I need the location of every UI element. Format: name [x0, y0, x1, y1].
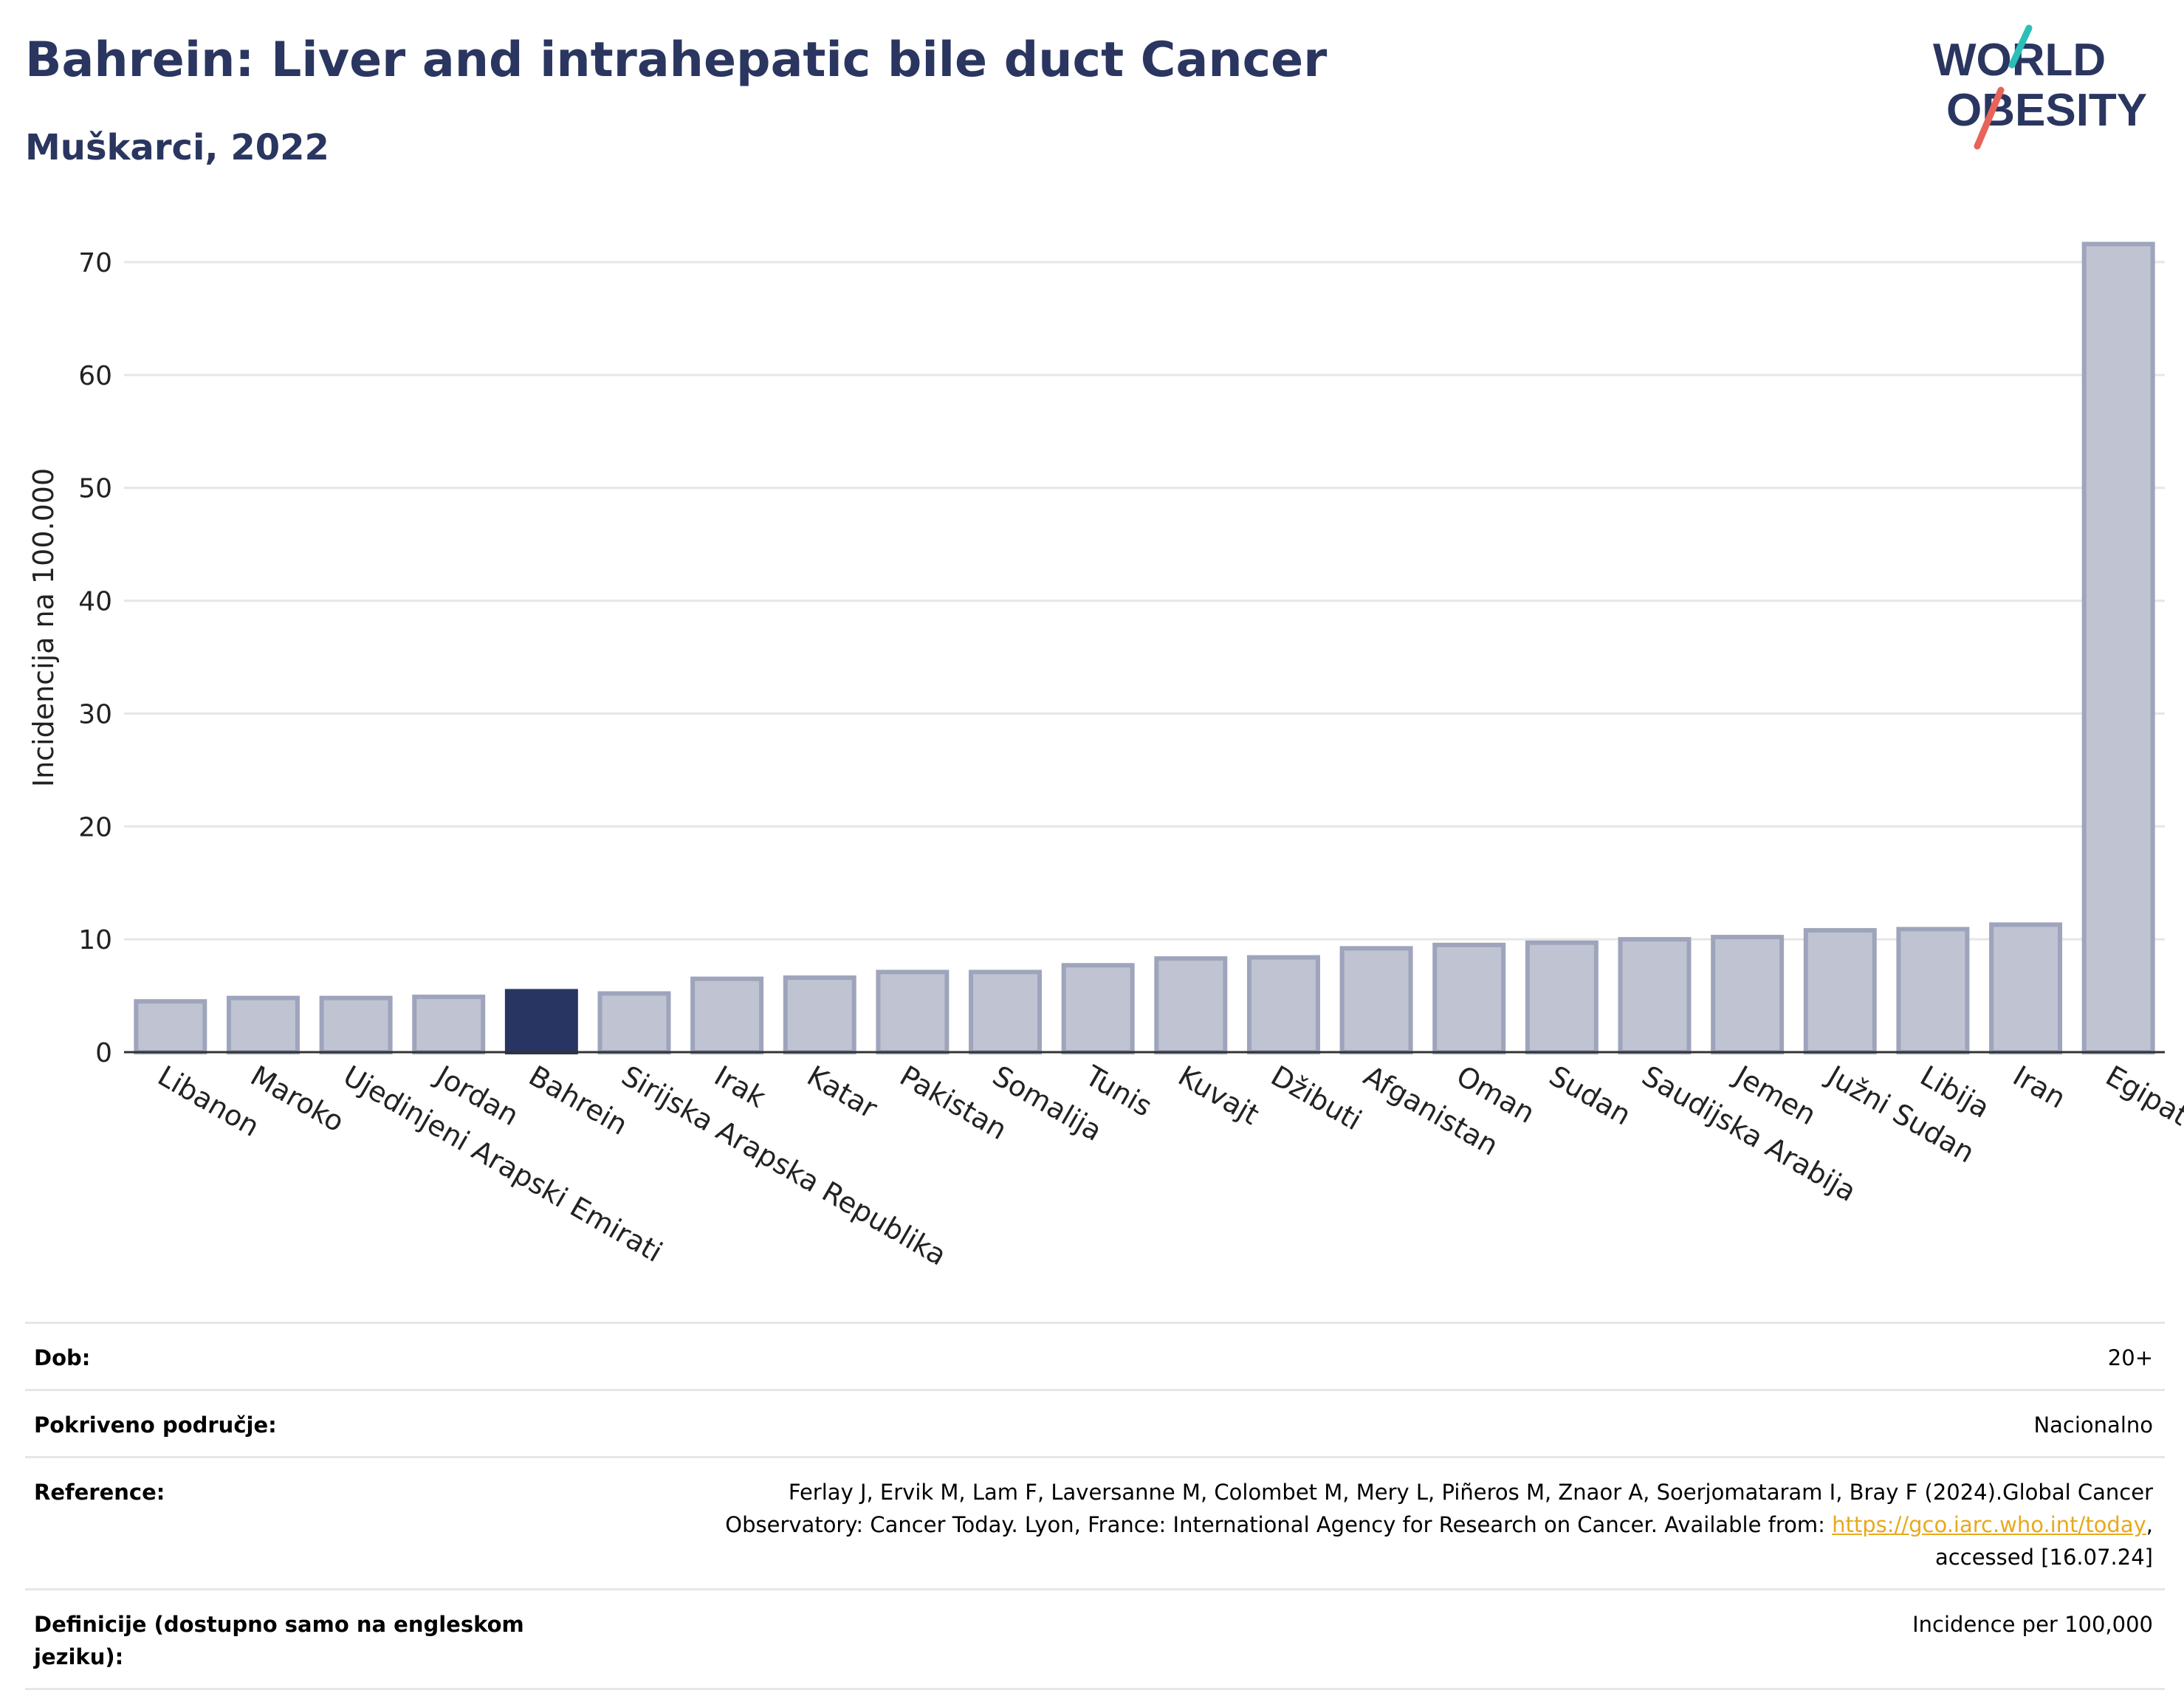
y-tick-label: 50 — [78, 474, 112, 504]
y-tick-label: 20 — [78, 812, 112, 842]
bar-sudan — [1525, 940, 1598, 1054]
bar-južni-sudan — [1803, 927, 1877, 1055]
meta-row-reference: Reference: Ferlay J, Ervik M, Lam F, Lav… — [25, 1456, 2165, 1588]
bar-oman — [1432, 942, 1506, 1055]
x-tick-label: Pakistan — [894, 1060, 1012, 1147]
bar-saudijska-arabija — [1618, 937, 1692, 1054]
meta-row-coverage: Pokriveno područje: Nacionalno — [25, 1389, 2165, 1456]
logo-slash-teal-icon — [2008, 24, 2033, 69]
bar-ujedinjeni-arapski-emirati — [319, 995, 393, 1054]
bar-libanon — [134, 999, 207, 1054]
y-tick-label: 0 — [95, 1038, 112, 1068]
world-obesity-logo: WORLD OBESITY — [1933, 24, 2147, 150]
x-tick-label: Iran — [2008, 1060, 2071, 1115]
meta-label: Definicije (dostupno samo na engleskom j… — [34, 1612, 524, 1669]
reference-text-line1: Ferlay J, Ervik M, Lam F, Laversanne M, … — [788, 1480, 2153, 1505]
y-tick-label: 70 — [78, 248, 112, 278]
x-tick-label: Egipat — [2101, 1060, 2184, 1133]
bar-chart: 0 10 20 30 40 50 60 70 LibanonMarokoUjedinjeni … — [27, 241, 2184, 1272]
bar-afganistan — [1339, 946, 1413, 1055]
x-tick-label: Katar — [802, 1060, 883, 1125]
y-tick-label: 60 — [78, 361, 112, 391]
x-tick-label: Džibuti — [1266, 1060, 1367, 1137]
grid-lines — [124, 261, 2165, 941]
x-tick-label: Maroko — [245, 1060, 350, 1139]
x-tick-label: Kuvajt — [1172, 1060, 1264, 1131]
y-tick-label: 10 — [78, 925, 112, 955]
reference-text-line3: accessed [16.07.24] — [1935, 1545, 2153, 1570]
bar-somalija — [969, 969, 1043, 1055]
y-axis-label: Incidencija na 100.000 — [27, 468, 60, 787]
reference-comma: , — [2146, 1512, 2153, 1537]
bar-pakistan — [876, 969, 950, 1055]
meta-row-definitions: Definicije (dostupno samo na engleskom j… — [25, 1588, 2165, 1690]
meta-label: Reference: — [34, 1480, 165, 1505]
bar-kuvajt — [1154, 956, 1228, 1054]
meta-value: Incidence per 100,000 — [1912, 1612, 2153, 1637]
x-tick-label: Bahrein — [523, 1060, 633, 1141]
x-tick-label: Libanon — [152, 1060, 264, 1143]
bars — [134, 241, 2155, 1055]
reference-text-line2: Observatory: Cancer Today. Lyon, France:… — [725, 1512, 1833, 1537]
x-tick-label: Sudan — [1544, 1060, 1637, 1132]
y-tick-label: 40 — [78, 587, 112, 617]
meta-label: Pokriveno područje: — [34, 1412, 277, 1438]
reference-link[interactable]: https://gco.iarc.who.int/today — [1832, 1512, 2146, 1537]
bar-jemen — [1711, 935, 1785, 1054]
chart-title: Bahrein: Liver and intrahepatic bile duc… — [25, 32, 1328, 88]
bar-libija — [1896, 927, 1970, 1055]
logo-text-obesity: OBESITY — [1946, 85, 2147, 136]
chart-subtitle: Muškarci, 2022 — [25, 127, 329, 168]
meta-label: Dob: — [34, 1345, 91, 1370]
bar-jordan — [412, 995, 486, 1054]
meta-value: 20+ — [2107, 1345, 2153, 1370]
bar-džibuti — [1246, 955, 1320, 1054]
bar-katar — [783, 975, 856, 1054]
meta-value: Nacionalno — [2033, 1412, 2153, 1438]
bar-bahrein — [504, 989, 578, 1055]
logo-slash-red-icon — [1974, 86, 2005, 150]
meta-value-reference: Ferlay J, Ervik M, Lam F, Laversanne M, … — [725, 1476, 2153, 1573]
bar-maroko — [226, 995, 300, 1054]
bar-irak — [690, 976, 764, 1054]
y-axis-ticks: 0 10 20 30 40 50 60 70 — [78, 248, 112, 1068]
meta-row-age: Dob: 20+ — [25, 1322, 2165, 1389]
y-tick-label: 30 — [78, 699, 112, 729]
metadata-table: Dob: 20+ Pokriveno područje: Nacionalno … — [25, 1322, 2165, 1690]
x-tick-label: Ujedinjeni Arapski Emirati — [338, 1060, 668, 1268]
bar-sirijska-arapska-republika — [597, 991, 671, 1054]
bar-tunis — [1061, 963, 1135, 1055]
x-tick-label: Irak — [709, 1060, 771, 1114]
bar-iran — [1989, 922, 2063, 1055]
bar-egipat — [2081, 241, 2155, 1054]
